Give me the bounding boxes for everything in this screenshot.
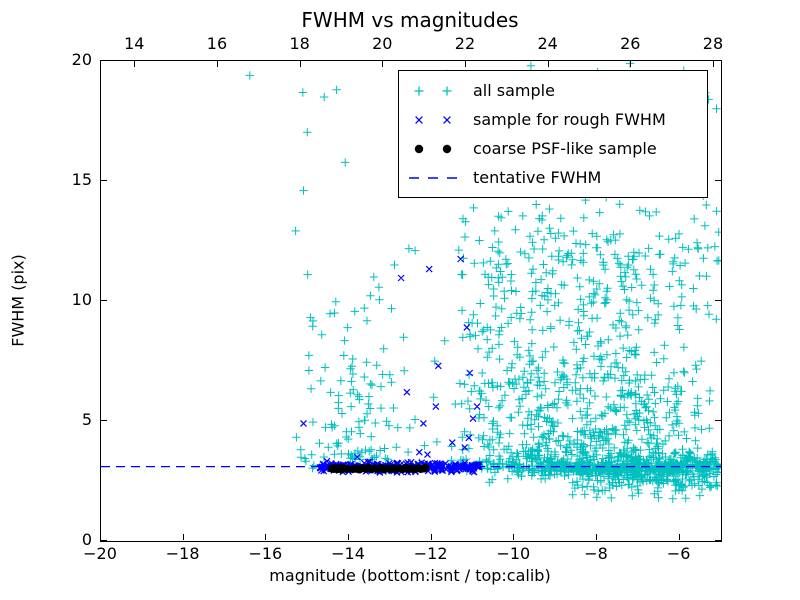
tick-mark xyxy=(265,534,266,540)
top-tick-label: 22 xyxy=(454,34,476,53)
tick-mark xyxy=(101,300,107,301)
x-tick-label: −10 xyxy=(496,544,531,563)
tick-mark xyxy=(715,420,721,421)
tick-mark xyxy=(134,61,135,67)
legend-entry-0: all sample xyxy=(405,76,701,105)
y-tick-label: 10 xyxy=(71,290,92,309)
legend-marker-dot-icon xyxy=(414,144,452,153)
top-tick-label: 20 xyxy=(372,34,393,53)
tick-mark xyxy=(100,534,101,540)
plot-title: FWHM vs magnitudes xyxy=(301,8,519,32)
top-tick-label: 26 xyxy=(620,34,641,53)
tick-mark xyxy=(101,180,107,181)
tick-mark xyxy=(101,420,107,421)
tick-mark xyxy=(348,534,349,540)
tick-mark xyxy=(715,300,721,301)
tick-mark xyxy=(596,534,597,540)
x-tick-label: −18 xyxy=(165,544,200,563)
x-tick-label: −20 xyxy=(83,544,117,563)
legend-label: tentative FWHM xyxy=(473,168,602,187)
legend-entry-1: sample for rough FWHM xyxy=(405,105,701,134)
x-tick-label: −14 xyxy=(331,544,365,563)
tick-mark xyxy=(217,61,218,67)
legend-label: coarse PSF-like sample xyxy=(473,139,657,158)
tick-mark xyxy=(715,540,721,541)
series-psf-sample xyxy=(327,463,430,474)
tick-mark xyxy=(548,61,549,67)
y-tick-label: 20 xyxy=(71,50,92,69)
legend-marker-cross-icon xyxy=(415,115,451,124)
x-tick-label: −6 xyxy=(666,544,691,563)
tick-mark xyxy=(715,60,721,61)
legend-entry-3: tentative FWHM xyxy=(405,163,701,192)
tick-mark xyxy=(431,534,432,540)
series-rough-fwhm xyxy=(300,255,483,476)
y-tick-label: 5 xyxy=(81,410,92,429)
top-tick-label: 16 xyxy=(206,34,228,53)
top-tick-label: 28 xyxy=(702,34,724,53)
x-axis-label: magnitude (bottom:isnt / top:calib) xyxy=(269,566,551,585)
legend-marker-dashes-icon xyxy=(409,176,457,179)
top-tick-label: 14 xyxy=(124,34,145,53)
tick-mark xyxy=(715,180,721,181)
legend-entry-2: coarse PSF-like sample xyxy=(405,134,701,163)
top-tick-label: 18 xyxy=(289,34,310,53)
tick-mark xyxy=(101,540,107,541)
tick-mark xyxy=(183,534,184,540)
tick-mark xyxy=(713,61,714,67)
legend-marker-plus-icon xyxy=(414,86,452,95)
tick-mark xyxy=(465,61,466,67)
tick-mark xyxy=(630,61,631,67)
y-tick-label: 0 xyxy=(81,530,92,549)
y-tick-label: 15 xyxy=(71,170,92,189)
tick-mark xyxy=(679,534,680,540)
legend-label: all sample xyxy=(473,81,555,100)
top-tick-label: 24 xyxy=(537,34,558,53)
x-tick-label: −16 xyxy=(248,544,283,563)
legend: all sample sample for rough FWHM coarse PS… xyxy=(398,70,708,198)
tick-mark xyxy=(513,534,514,540)
x-tick-label: −12 xyxy=(413,544,448,563)
legend-label: sample for rough FWHM xyxy=(473,110,666,129)
tick-mark xyxy=(382,61,383,67)
tick-mark xyxy=(300,61,301,67)
y-axis-label: FWHM (pix) xyxy=(8,254,28,347)
x-tick-label: −8 xyxy=(584,544,608,563)
scatter-canvas xyxy=(101,61,721,503)
tick-mark xyxy=(101,60,107,61)
